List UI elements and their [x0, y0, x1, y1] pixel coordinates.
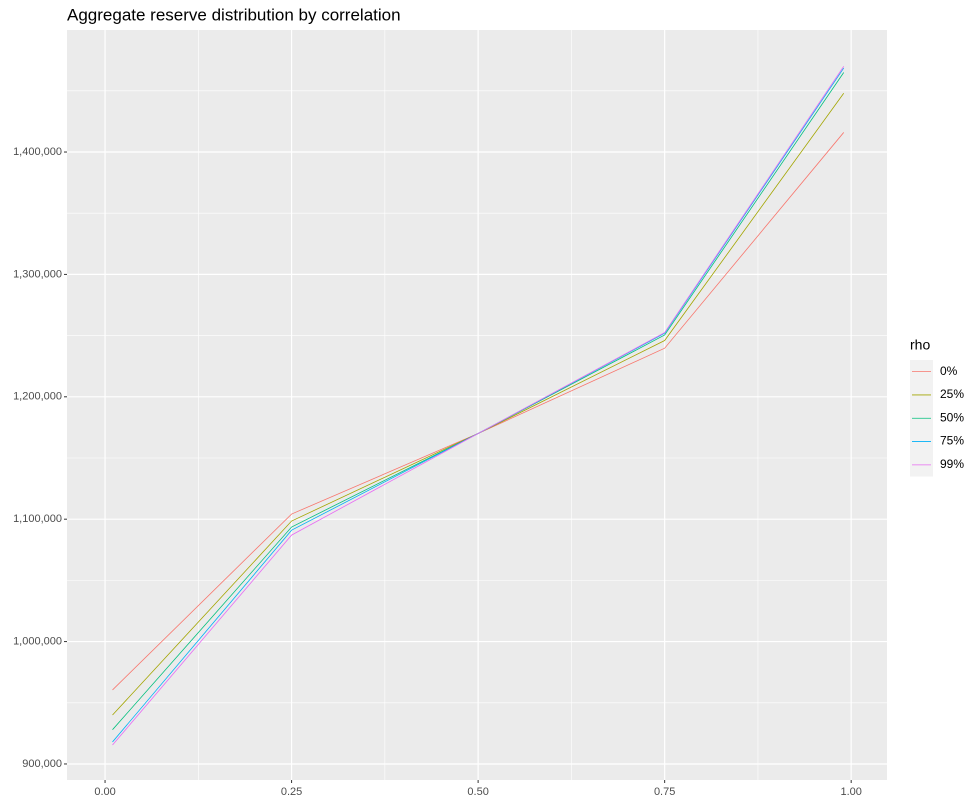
legend-label: 50% — [940, 410, 964, 424]
x-tick-label: 0.25 — [281, 786, 302, 798]
y-tick-label: 1,200,000 — [13, 391, 62, 403]
legend-label: 25% — [940, 387, 964, 401]
legend-label: 0% — [940, 364, 958, 378]
x-tick-label: 0.75 — [654, 786, 675, 798]
legend-label: 99% — [940, 457, 964, 471]
panel — [67, 30, 887, 780]
chart-title: Aggregate reserve distribution by correl… — [67, 5, 401, 24]
legend-title: rho — [910, 337, 930, 353]
y-tick-label: 1,400,000 — [13, 146, 62, 158]
y-tick-label: 1,300,000 — [13, 268, 62, 280]
y-tick-label: 1,000,000 — [13, 635, 62, 647]
x-tick-label: 1.00 — [840, 786, 861, 798]
legend-label: 75% — [940, 434, 964, 448]
x-tick-label: 0.00 — [94, 786, 115, 798]
y-tick-label: 900,000 — [22, 758, 62, 770]
series-line — [112, 66, 845, 746]
y-tick-label: 1,100,000 — [13, 513, 62, 525]
x-tick-label: 0.50 — [467, 786, 488, 798]
